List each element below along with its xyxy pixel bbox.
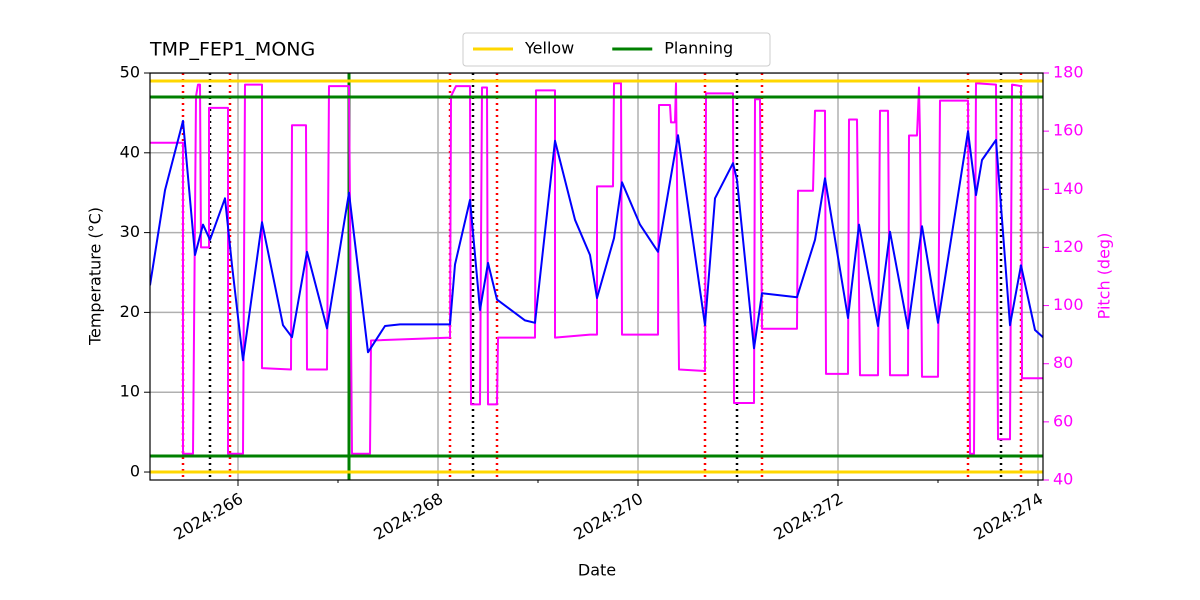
y2-tick-label: 80: [1053, 353, 1073, 372]
chart-title: TMP_FEP1_MONG: [149, 39, 315, 61]
y-tick-label: 20: [120, 302, 140, 321]
plot-frame: [149, 72, 1044, 481]
plot-area: [150, 73, 1043, 480]
y-tick-label: 30: [120, 222, 140, 241]
y2-tick-label: 120: [1053, 237, 1084, 256]
legend-label: Yellow: [524, 39, 574, 58]
y-axis-label: Temperature (°C): [86, 207, 105, 346]
x-axis-label: Date: [578, 561, 616, 580]
x-tick-label: 2024:268: [370, 489, 446, 544]
y2-tick-label: 140: [1053, 179, 1084, 198]
y2-tick-label: 180: [1053, 63, 1084, 82]
y-tick-label: 10: [120, 382, 140, 401]
x-tick-label: 2024:270: [570, 489, 646, 544]
x-tick-label: 2024:266: [170, 489, 246, 544]
data-line: [150, 82, 1043, 455]
y2-axis-label: Pitch (deg): [1095, 233, 1114, 320]
x-tick-label: 2024:274: [970, 489, 1046, 544]
y2-tick-label: 100: [1053, 295, 1084, 314]
x-tick-label: 2024:272: [770, 489, 846, 544]
y2-tick-label: 60: [1053, 411, 1073, 430]
y-tick-label: 0: [130, 462, 140, 481]
y-tick-label: 40: [120, 142, 140, 161]
legend-label: Planning: [664, 39, 733, 58]
y2-tick-label: 160: [1053, 121, 1084, 140]
y2-tick-label: 40: [1053, 470, 1073, 489]
y-tick-label: 50: [120, 63, 140, 82]
data-line: [150, 119, 1043, 362]
